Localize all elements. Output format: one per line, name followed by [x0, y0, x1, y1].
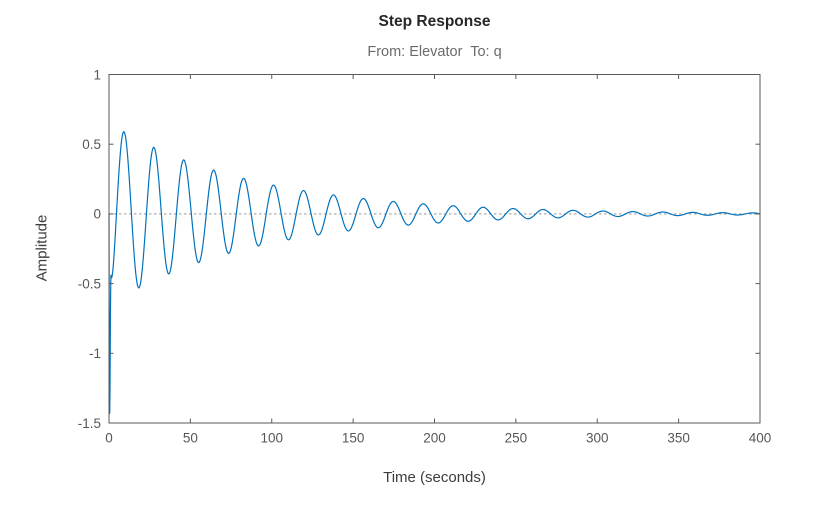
chart-subtitle: From: Elevator To: q: [367, 44, 502, 60]
y-tick-labels: -1.5 -1 -0.5 0 0.5 1: [78, 67, 101, 431]
x-tick-label: 350: [667, 431, 690, 446]
x-tick-label: 250: [505, 431, 528, 446]
y-tick-label: 0: [93, 207, 101, 222]
y-tick-label: 0.5: [82, 137, 101, 152]
y-tick-label: -1: [89, 346, 101, 361]
y-axis-label: Amplitude: [33, 214, 51, 282]
x-tick-label: 300: [586, 431, 609, 446]
response-curve: [108, 131, 761, 414]
y-tick-label: -0.5: [78, 276, 101, 291]
axes-box: [108, 74, 761, 424]
x-tick-label: 150: [342, 431, 365, 446]
axis-tick-marks: [108, 74, 761, 424]
x-tick-label: 0: [105, 431, 113, 446]
x-tick-label: 200: [423, 431, 446, 446]
x-tick-label: 100: [260, 431, 283, 446]
x-tick-label: 400: [749, 431, 772, 446]
x-axis-label: Time (seconds): [383, 469, 486, 486]
x-tick-label: 50: [183, 431, 198, 446]
y-tick-label: -1.5: [78, 416, 101, 431]
y-tick-label: 1: [93, 67, 101, 82]
chart-title: Step Response: [378, 13, 491, 30]
x-tick-labels: 0 50 100 150 200 250 300 350 400: [105, 431, 771, 446]
